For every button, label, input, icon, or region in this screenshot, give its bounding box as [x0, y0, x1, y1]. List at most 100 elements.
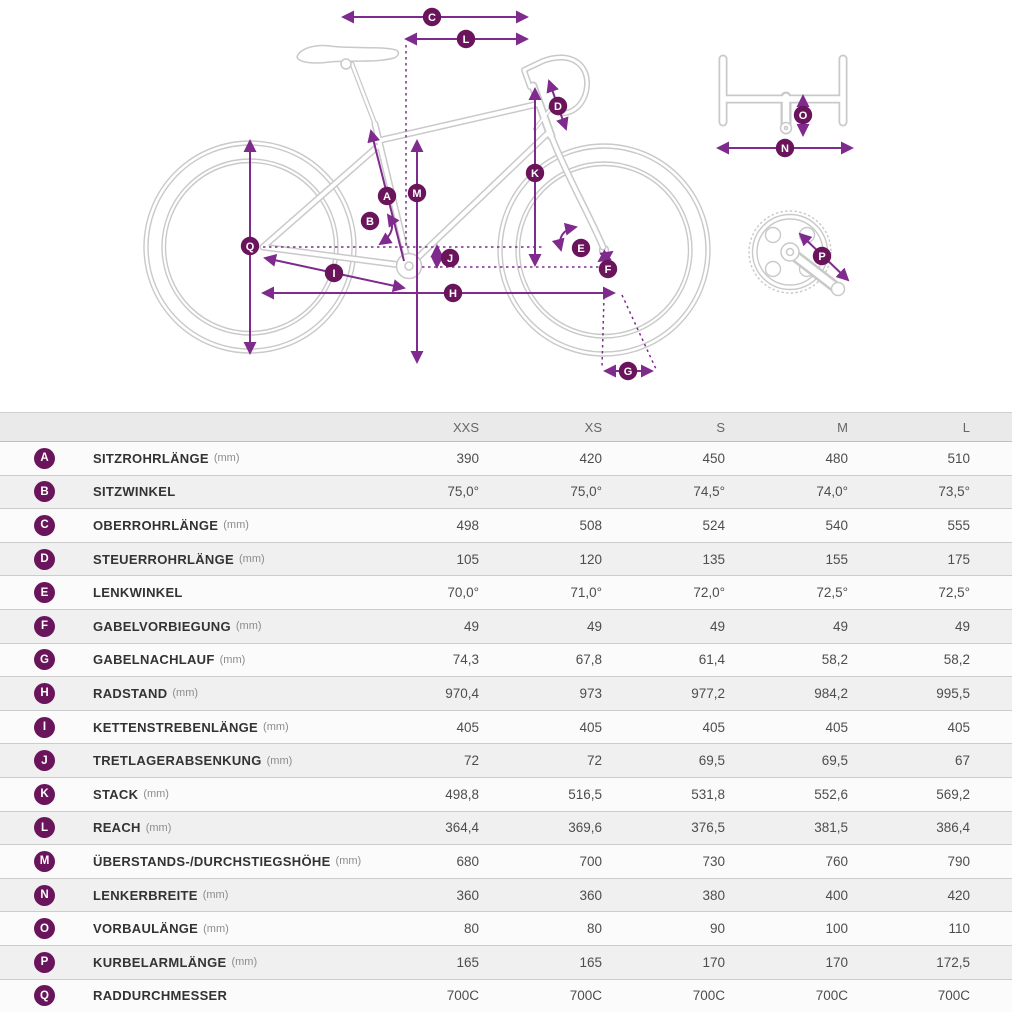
row-letter-badge: C — [34, 514, 55, 536]
row-label: RADDURCHMESSER — [93, 988, 228, 1004]
row-letter-badge: A — [34, 447, 55, 469]
value-cell-l-xs: 369,6 — [507, 811, 630, 846]
value-cell-n-m: 400 — [753, 878, 876, 913]
row-label-cell: I KETTENSTREBENLÄNGE (mm) — [0, 710, 384, 745]
size-column-header-s: S — [630, 412, 753, 442]
diagram-badge-E: E — [571, 238, 591, 258]
row-label-cell: H RADSTAND (mm) — [0, 676, 384, 711]
diagram-badge-L: L — [456, 29, 476, 49]
table-row-f: F GABELVORBIEGUNG (mm) 49 49 49 49 49 — [0, 609, 1012, 644]
saddle-clamp — [340, 58, 352, 70]
row-letter-badge: K — [34, 783, 55, 805]
row-unit: (mm) — [203, 922, 229, 935]
row-label-cell: G GABELNACHLAUF (mm) — [0, 643, 384, 678]
diagram-badge-J: J — [440, 248, 460, 268]
value-cell-p-m: 170 — [753, 945, 876, 980]
svg-text:I: I — [332, 268, 335, 280]
row-unit: (mm) — [231, 956, 258, 969]
svg-text:L: L — [463, 34, 470, 46]
diagram-badges: A B C D E F G H I J K L M N O P Q — [240, 7, 832, 381]
value-cell-q-m: 700C — [753, 979, 876, 1012]
value-cell-o-s: 90 — [630, 911, 753, 946]
value-cell-q-xxs: 700C — [384, 979, 507, 1012]
diagram-badge-A: A — [377, 186, 397, 206]
svg-text:O: O — [799, 110, 808, 122]
row-label: TRETLAGERABSENKUNG — [93, 753, 262, 769]
row-letter-badge: D — [34, 548, 55, 570]
diagram-badge-O: O — [793, 105, 813, 125]
value-cell-e-m: 72,5° — [753, 575, 876, 610]
row-label: VORBAULÄNGE — [93, 921, 199, 937]
row-label: STACK — [93, 786, 139, 802]
row-label: KETTENSTREBENLÄNGE — [93, 719, 259, 735]
row-label: OBERROHRLÄNGE — [93, 517, 219, 533]
row-unit: (mm) — [172, 687, 199, 700]
value-cell-g-xxs: 74,3 — [384, 643, 507, 678]
diagram-badge-I: I — [324, 263, 344, 283]
value-cell-g-l: 58,2 — [876, 643, 1012, 678]
value-cell-p-l: 172,5 — [876, 945, 1012, 980]
row-unit: (mm) — [235, 620, 262, 633]
value-cell-j-s: 69,5 — [630, 743, 753, 778]
table-row-c: C OBERROHRLÄNGE (mm) 498 508 524 540 555 — [0, 508, 1012, 543]
row-label-cell: E LENKWINKEL — [0, 575, 384, 610]
value-cell-b-m: 74,0° — [753, 475, 876, 510]
value-cell-o-xxs: 80 — [384, 911, 507, 946]
svg-text:D: D — [554, 101, 562, 113]
size-column-header-xs: XS — [507, 412, 630, 442]
value-cell-b-s: 74,5° — [630, 475, 753, 510]
value-cell-m-s: 730 — [630, 844, 753, 879]
row-label: LENKWINKEL — [93, 585, 183, 601]
value-cell-g-m: 58,2 — [753, 643, 876, 678]
row-label: KURBELARMLÄNGE — [93, 954, 227, 970]
value-cell-o-m: 100 — [753, 911, 876, 946]
row-label-cell: C OBERROHRLÄNGE (mm) — [0, 508, 384, 543]
value-cell-c-xxs: 498 — [384, 508, 507, 543]
row-unit: (mm) — [143, 788, 169, 801]
size-column-header-m: M — [753, 412, 876, 442]
value-cell-b-xxs: 75,0° — [384, 475, 507, 510]
row-label-cell: M ÜBERSTANDS-/DURCHSTIEGSHÖHE (mm) — [0, 844, 384, 879]
value-cell-i-s: 405 — [630, 710, 753, 745]
value-cell-k-xs: 516,5 — [507, 777, 630, 812]
table-row-o: O VORBAULÄNGE (mm) 80 80 90 100 110 — [0, 911, 1012, 946]
row-letter-badge: P — [34, 951, 55, 973]
value-cell-d-xs: 120 — [507, 542, 630, 577]
value-cell-l-xxs: 364,4 — [384, 811, 507, 846]
diagram-badge-M: M — [407, 183, 427, 203]
row-label: RADSTAND — [93, 685, 168, 701]
table-header: XXS XS S M L — [0, 412, 1012, 442]
value-cell-f-xxs: 49 — [384, 609, 507, 644]
bike-diagram-svg: A B C D E F G H I J K L M N O P Q — [143, 7, 854, 381]
value-cell-p-s: 170 — [630, 945, 753, 980]
value-cell-d-xxs: 105 — [384, 542, 507, 577]
size-column-header-xxs: XXS — [384, 412, 507, 442]
value-cell-c-m: 540 — [753, 508, 876, 543]
value-cell-l-s: 376,5 — [630, 811, 753, 846]
geometry-diagram: A B C D E F G H I J K L M N O P Q — [0, 0, 1012, 412]
value-cell-j-xxs: 72 — [384, 743, 507, 778]
row-unit: (mm) — [213, 452, 240, 465]
table-row-l: L REACH (mm) 364,4 369,6 376,5 381,5 386,4 — [0, 811, 1012, 846]
value-cell-i-xs: 405 — [507, 710, 630, 745]
row-label: GABELNACHLAUF — [93, 652, 215, 668]
row-label-cell: P KURBELARMLÄNGE (mm) — [0, 945, 384, 980]
value-cell-f-l: 49 — [876, 609, 1012, 644]
row-letter-badge: N — [34, 884, 55, 906]
value-cell-m-m: 760 — [753, 844, 876, 879]
row-label-cell: Q RADDURCHMESSER — [0, 979, 384, 1012]
value-cell-c-l: 555 — [876, 508, 1012, 543]
value-cell-j-xs: 72 — [507, 743, 630, 778]
svg-text:P: P — [818, 251, 825, 263]
value-cell-f-s: 49 — [630, 609, 753, 644]
diagram-badge-Q: Q — [240, 236, 260, 256]
table-row-g: G GABELNACHLAUF (mm) 74,3 67,8 61,4 58,2 58,2 — [0, 643, 1012, 678]
value-cell-n-xs: 360 — [507, 878, 630, 913]
value-cell-a-s: 450 — [630, 441, 753, 476]
row-label-cell: N LENKERBREITE (mm) — [0, 878, 384, 913]
table-row-h: H RADSTAND (mm) 970,4 973 977,2 984,2 995,5 — [0, 676, 1012, 711]
svg-text:G: G — [624, 366, 633, 378]
table-row-j: J TRETLAGERABSENKUNG (mm) 72 72 69,5 69,5 67 — [0, 743, 1012, 778]
table-row-d: D STEUERROHRLÄNGE (mm) 105 120 135 155 175 — [0, 542, 1012, 577]
value-cell-f-m: 49 — [753, 609, 876, 644]
